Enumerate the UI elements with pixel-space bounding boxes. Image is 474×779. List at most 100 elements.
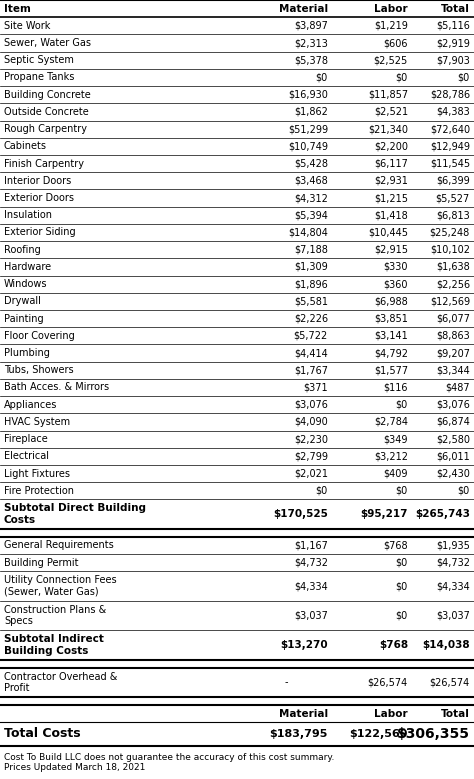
Text: Total Costs: Total Costs [4, 728, 81, 740]
Text: $0: $0 [316, 72, 328, 83]
Text: $2,931: $2,931 [374, 176, 408, 186]
Text: $1,309: $1,309 [294, 262, 328, 272]
Text: $1,896: $1,896 [294, 279, 328, 289]
Text: $11,545: $11,545 [430, 159, 470, 168]
Text: $5,394: $5,394 [294, 210, 328, 220]
Text: Insulation: Insulation [4, 210, 52, 220]
Text: $0: $0 [396, 486, 408, 495]
Text: Site Work: Site Work [4, 21, 50, 31]
Text: Cost To Build LLC does not guarantee the accuracy of this cost summary.: Cost To Build LLC does not guarantee the… [4, 753, 334, 762]
Text: $2,525: $2,525 [374, 55, 408, 65]
Text: $10,749: $10,749 [288, 141, 328, 151]
Text: $768: $768 [383, 541, 408, 551]
Text: $0: $0 [396, 611, 408, 621]
Text: (Sewer, Water Gas): (Sewer, Water Gas) [4, 587, 99, 597]
Text: $3,344: $3,344 [436, 365, 470, 375]
Text: $2,313: $2,313 [294, 38, 328, 48]
Text: Utility Connection Fees: Utility Connection Fees [4, 575, 117, 585]
Text: $1,418: $1,418 [374, 210, 408, 220]
Text: $371: $371 [303, 382, 328, 393]
Text: Hardware: Hardware [4, 262, 51, 272]
Text: Windows: Windows [4, 279, 47, 289]
Text: $2,021: $2,021 [294, 469, 328, 478]
Text: $5,722: $5,722 [294, 331, 328, 340]
Text: $3,212: $3,212 [374, 451, 408, 461]
Text: $4,090: $4,090 [294, 417, 328, 427]
Text: Floor Covering: Floor Covering [4, 331, 75, 340]
Text: Exterior Doors: Exterior Doors [4, 193, 74, 203]
Text: $2,200: $2,200 [374, 141, 408, 151]
Text: $10,445: $10,445 [368, 227, 408, 238]
Text: $2,521: $2,521 [374, 107, 408, 117]
Text: $5,527: $5,527 [436, 193, 470, 203]
Text: $0: $0 [396, 72, 408, 83]
Text: $4,732: $4,732 [294, 558, 328, 568]
Text: Labor: Labor [374, 4, 408, 13]
Text: Plumbing: Plumbing [4, 348, 50, 358]
Text: $6,874: $6,874 [436, 417, 470, 427]
Text: $4,312: $4,312 [294, 193, 328, 203]
Text: Material: Material [279, 709, 328, 719]
Text: $51,299: $51,299 [288, 124, 328, 134]
Text: $6,077: $6,077 [436, 314, 470, 323]
Text: Contractor Overhead &: Contractor Overhead & [4, 671, 118, 682]
Text: $4,334: $4,334 [294, 581, 328, 591]
Text: Costs: Costs [4, 515, 36, 525]
Text: $0: $0 [396, 558, 408, 568]
Text: $11,857: $11,857 [368, 90, 408, 100]
Text: Total: Total [441, 4, 470, 13]
Text: $1,935: $1,935 [436, 541, 470, 551]
Text: $7,188: $7,188 [294, 245, 328, 255]
Text: $3,076: $3,076 [294, 400, 328, 410]
Text: Construction Plans &: Construction Plans & [4, 605, 106, 615]
Text: $5,428: $5,428 [294, 159, 328, 168]
Text: $2,799: $2,799 [294, 451, 328, 461]
Text: $6,988: $6,988 [374, 296, 408, 306]
Text: Subtotal Indirect: Subtotal Indirect [4, 634, 104, 644]
Text: Outside Concrete: Outside Concrete [4, 107, 89, 117]
Text: $12,949: $12,949 [430, 141, 470, 151]
Text: $183,795: $183,795 [270, 729, 328, 739]
Text: Electrical: Electrical [4, 451, 49, 461]
Text: $360: $360 [383, 279, 408, 289]
Text: $1,577: $1,577 [374, 365, 408, 375]
Text: $8,863: $8,863 [436, 331, 470, 340]
Text: Material: Material [279, 4, 328, 13]
Text: $4,792: $4,792 [374, 348, 408, 358]
Text: $26,574: $26,574 [430, 678, 470, 687]
Text: Building Concrete: Building Concrete [4, 90, 91, 100]
Text: $4,334: $4,334 [436, 581, 470, 591]
Text: $9,207: $9,207 [436, 348, 470, 358]
Text: Rough Carpentry: Rough Carpentry [4, 124, 87, 134]
Text: $6,011: $6,011 [436, 451, 470, 461]
Text: $5,378: $5,378 [294, 55, 328, 65]
Text: $14,804: $14,804 [288, 227, 328, 238]
Text: $122,560: $122,560 [350, 729, 408, 739]
Text: Building Permit: Building Permit [4, 558, 79, 568]
Text: $3,076: $3,076 [436, 400, 470, 410]
Text: Item: Item [4, 4, 31, 13]
Text: $306,355: $306,355 [397, 727, 470, 741]
Text: Light Fixtures: Light Fixtures [4, 469, 70, 478]
Text: Cabinets: Cabinets [4, 141, 47, 151]
Text: $4,383: $4,383 [436, 107, 470, 117]
Text: $6,117: $6,117 [374, 159, 408, 168]
Text: $13,270: $13,270 [281, 640, 328, 650]
Text: $2,580: $2,580 [436, 434, 470, 444]
Text: $1,215: $1,215 [374, 193, 408, 203]
Text: -: - [284, 678, 288, 687]
Text: $2,226: $2,226 [294, 314, 328, 323]
Text: Propane Tanks: Propane Tanks [4, 72, 74, 83]
Text: $3,897: $3,897 [294, 21, 328, 31]
Text: $487: $487 [446, 382, 470, 393]
Text: $2,230: $2,230 [294, 434, 328, 444]
Text: $21,340: $21,340 [368, 124, 408, 134]
Text: Labor: Labor [374, 709, 408, 719]
Text: $72,640: $72,640 [430, 124, 470, 134]
Text: HVAC System: HVAC System [4, 417, 70, 427]
Text: $3,851: $3,851 [374, 314, 408, 323]
Text: $116: $116 [383, 382, 408, 393]
Text: $5,581: $5,581 [294, 296, 328, 306]
Text: $3,037: $3,037 [436, 611, 470, 621]
Text: Building Costs: Building Costs [4, 646, 88, 656]
